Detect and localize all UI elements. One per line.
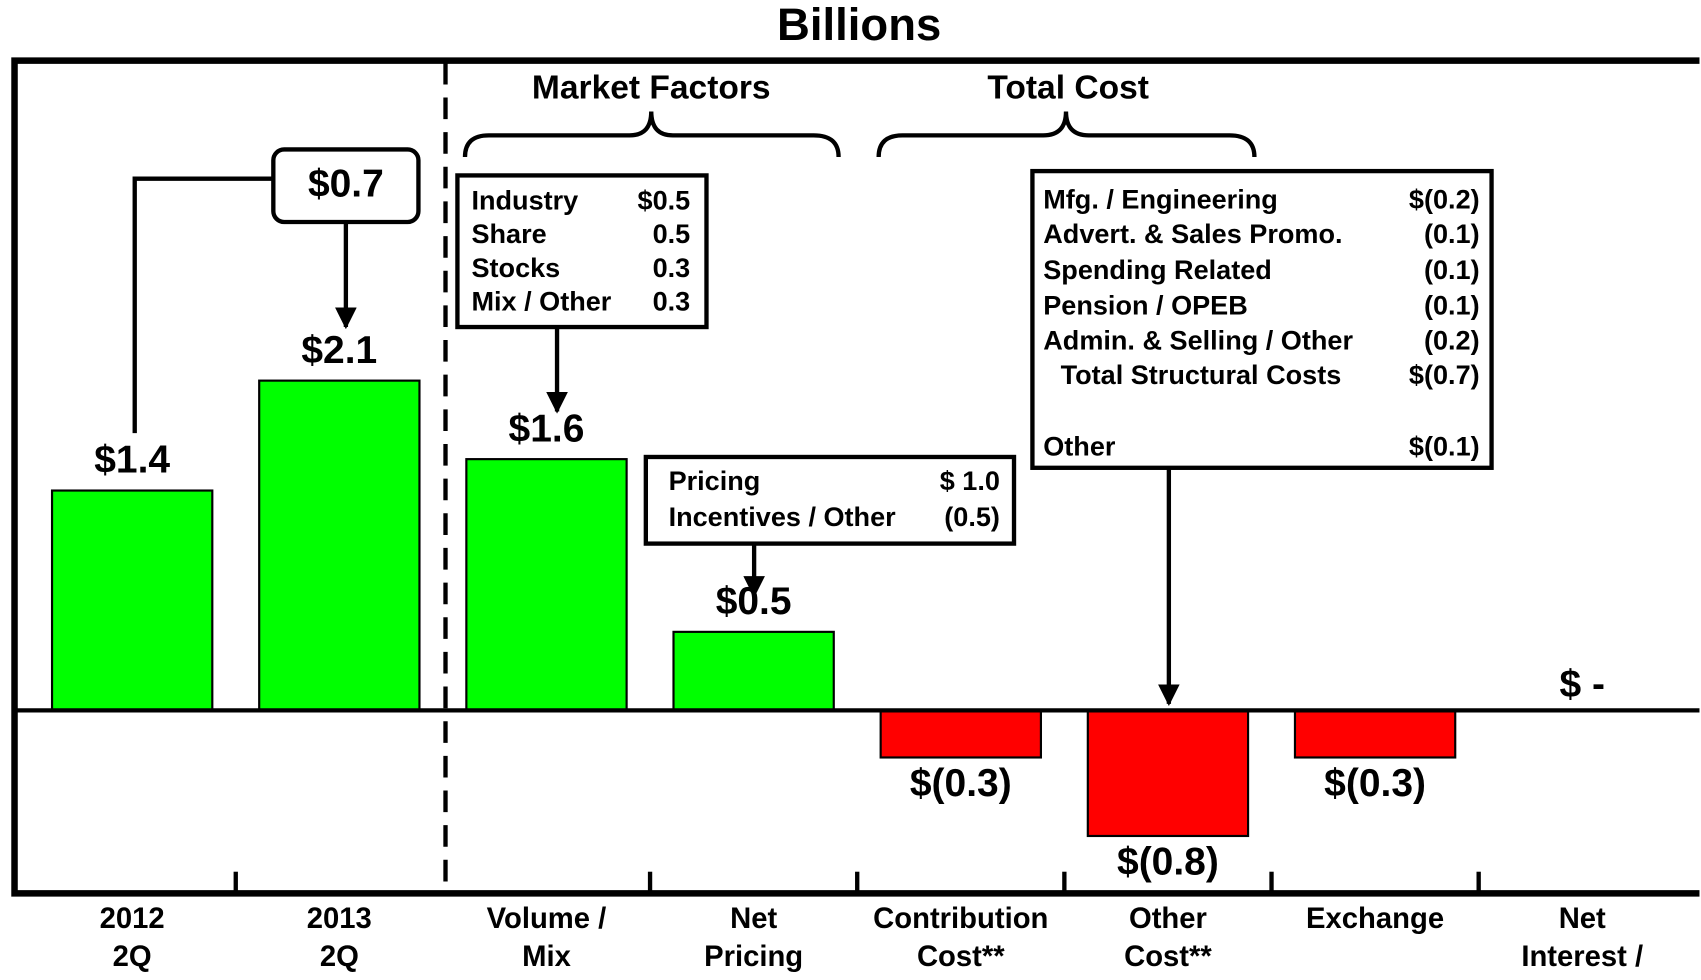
box-label: Total Structural Costs [1061,359,1342,390]
box-label: Industry [471,185,578,216]
box-label: Admin. & Selling / Other [1043,324,1353,355]
value-label: $2.1 [301,329,377,372]
bar [1086,709,1250,838]
value-label: $(0.3) [910,762,1012,805]
bar [879,709,1043,759]
bar [258,379,421,712]
x-tick-label: Cost** [917,941,1005,973]
group-label: Total Cost [987,70,1149,107]
bar [672,630,835,712]
box-value: 0.3 [653,252,691,283]
chart-title: Billions [777,0,941,50]
callout-box [271,147,421,225]
value-label: $1.6 [509,407,585,450]
bar [465,458,628,712]
box-value: $(0.1) [1409,430,1480,461]
box-value: $0.5 [638,185,691,216]
box-label: Pricing [669,465,761,496]
x-tick-label: Volume / [487,903,607,935]
box-label: Share [471,218,546,249]
x-tick-label: 2Q [320,941,359,973]
x-tick-label: Contribution [873,903,1048,935]
x-tick-label: 2012 [100,903,165,935]
x-tick-label: Mix [522,941,571,973]
x-tick-label: Net [1559,903,1606,935]
box-label: Stocks [471,252,560,283]
x-tick-label: Net [730,903,777,935]
box-value: (0.2) [1424,324,1480,355]
value-label: $(0.8) [1117,840,1219,883]
box-value: (0.1) [1424,290,1480,321]
pricing-box [643,454,1017,546]
box-label: Spending Related [1043,254,1272,285]
volume-box [455,173,709,330]
bar [50,489,214,712]
box-value: $(0.2) [1409,184,1480,215]
x-tick-label: 2013 [307,903,372,935]
group-label: Market Factors [532,70,771,107]
connectors [132,176,1477,707]
box-value: (0.1) [1424,218,1480,249]
box-value: $ 1.0 [940,465,1000,496]
box-value: (0.5) [944,501,1000,532]
brace [462,111,1257,158]
box-label: Incentives / Other [669,501,897,532]
x-tick-label: Pricing [704,941,803,973]
value-label: $(0.3) [1324,762,1426,805]
box-label: Mfg. / Engineering [1043,184,1278,215]
box-label: Mix / Other [471,285,611,316]
value-label: $1.4 [94,439,170,482]
x-tick-label: Exchange [1306,903,1444,935]
box-value: 0.5 [653,218,691,249]
x-tick-label: Other [1129,903,1207,935]
box-label: Pension / OPEB [1043,290,1248,321]
box-value: (0.1) [1424,254,1480,285]
bar [1293,709,1457,759]
box-label: Advert. & Sales Promo. [1043,218,1342,249]
x-tick-label: Interest / [1521,941,1643,973]
box-value: 0.3 [653,285,691,316]
box-label: Other [1043,430,1116,461]
x-tick-label: 2Q [113,941,152,973]
box-value: $(0.7) [1409,359,1480,390]
change-label: $0.7 [308,163,384,206]
x-tick-label: Cost** [1124,941,1212,973]
value-label: $ - [1560,663,1605,706]
cost-box [1030,168,1494,470]
